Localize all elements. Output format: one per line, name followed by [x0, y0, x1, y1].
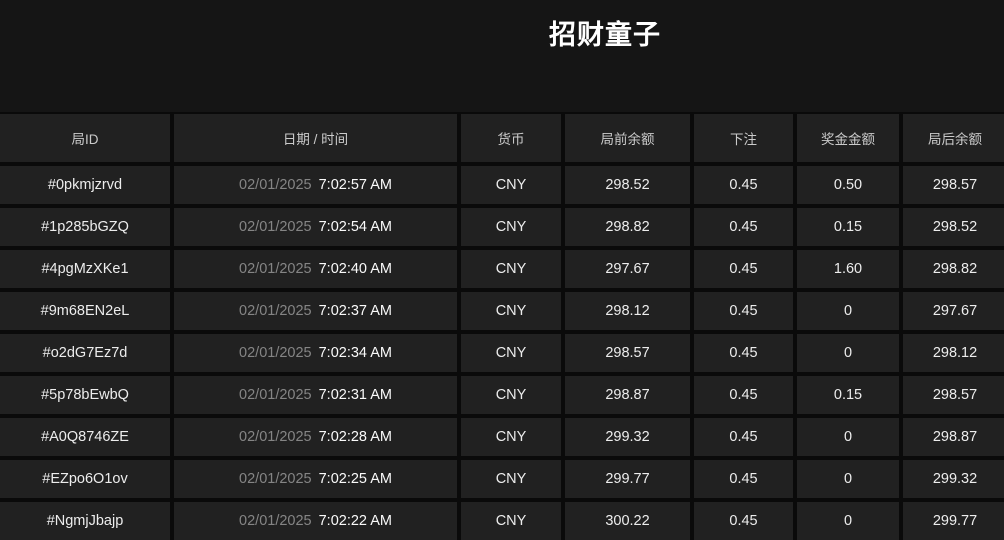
- cell-time: 7:02:40 AM: [318, 261, 392, 277]
- cell-currency: CNY: [461, 418, 561, 456]
- cell-round_id: #A0Q8746ZE: [0, 418, 170, 456]
- cell-currency: CNY: [461, 376, 561, 414]
- cell-round_id: #4pgMzXKe1: [0, 250, 170, 288]
- cell-balance_before: 299.77: [565, 460, 690, 498]
- cell-balance_before: 300.22: [565, 502, 690, 540]
- cell-time: 7:02:54 AM: [318, 219, 392, 235]
- cell-date: 02/01/2025: [239, 261, 312, 277]
- cell-date: 02/01/2025: [239, 177, 312, 193]
- cell-balance_after: 298.82: [903, 250, 1004, 288]
- cell-balance_after: 298.12: [903, 334, 1004, 372]
- cell-bet: 0.45: [694, 418, 793, 456]
- column-header-balance_before: 局前余额: [565, 114, 690, 162]
- cell-time: 7:02:34 AM: [318, 345, 392, 361]
- cell-balance_after: 298.87: [903, 418, 1004, 456]
- cell-datetime: 02/01/2025 7:02:25 AM: [174, 460, 457, 498]
- cell-bet: 0.45: [694, 250, 793, 288]
- cell-balance_before: 299.32: [565, 418, 690, 456]
- cell-time: 7:02:37 AM: [318, 303, 392, 319]
- cell-time: 7:02:22 AM: [318, 513, 392, 529]
- cell-balance_before: 298.52: [565, 166, 690, 204]
- cell-currency: CNY: [461, 502, 561, 540]
- cell-round_id: #1p285bGZQ: [0, 208, 170, 246]
- cell-datetime: 02/01/2025 7:02:54 AM: [174, 208, 457, 246]
- cell-time: 7:02:31 AM: [318, 387, 392, 403]
- cell-balance_before: 298.12: [565, 292, 690, 330]
- cell-date: 02/01/2025: [239, 387, 312, 403]
- cell-currency: CNY: [461, 292, 561, 330]
- cell-prize: 0: [797, 334, 899, 372]
- cell-datetime: 02/01/2025 7:02:37 AM: [174, 292, 457, 330]
- cell-date: 02/01/2025: [239, 303, 312, 319]
- column-header-bet: 下注: [694, 114, 793, 162]
- cell-date: 02/01/2025: [239, 429, 312, 445]
- cell-date: 02/01/2025: [239, 345, 312, 361]
- cell-round_id: #5p78bEwbQ: [0, 376, 170, 414]
- cell-balance_after: 298.57: [903, 376, 1004, 414]
- cell-balance_after: 297.67: [903, 292, 1004, 330]
- cell-round_id: #EZpo6O1ov: [0, 460, 170, 498]
- cell-date: 02/01/2025: [239, 513, 312, 529]
- cell-prize: 0.50: [797, 166, 899, 204]
- column-header-prize: 奖金金额: [797, 114, 899, 162]
- cell-time: 7:02:25 AM: [318, 471, 392, 487]
- cell-prize: 0: [797, 292, 899, 330]
- cell-bet: 0.45: [694, 502, 793, 540]
- cell-balance_before: 298.87: [565, 376, 690, 414]
- cell-prize: 1.60: [797, 250, 899, 288]
- cell-datetime: 02/01/2025 7:02:34 AM: [174, 334, 457, 372]
- cell-balance_after: 299.77: [903, 502, 1004, 540]
- cell-prize: 0.15: [797, 376, 899, 414]
- cell-balance_before: 298.57: [565, 334, 690, 372]
- column-header-datetime: 日期 / 时间: [174, 114, 457, 162]
- cell-currency: CNY: [461, 208, 561, 246]
- cell-balance_before: 298.82: [565, 208, 690, 246]
- cell-datetime: 02/01/2025 7:02:40 AM: [174, 250, 457, 288]
- cell-balance_after: 299.32: [903, 460, 1004, 498]
- cell-datetime: 02/01/2025 7:02:31 AM: [174, 376, 457, 414]
- cell-bet: 0.45: [694, 292, 793, 330]
- cell-bet: 0.45: [694, 166, 793, 204]
- cell-balance_after: 298.52: [903, 208, 1004, 246]
- cell-bet: 0.45: [694, 460, 793, 498]
- cell-balance_before: 297.67: [565, 250, 690, 288]
- history-table[interactable]: 局ID 日期 / 时间 货币 局前余额 下注 奖金金额 局后余额 #0pkmjzrvd 02/0…: [0, 112, 1004, 540]
- column-header-balance_after: 局后余额: [903, 114, 1004, 162]
- cell-prize: 0: [797, 502, 899, 540]
- cell-prize: 0: [797, 418, 899, 456]
- column-header-currency: 货币: [461, 114, 561, 162]
- cell-time: 7:02:28 AM: [318, 429, 392, 445]
- cell-currency: CNY: [461, 250, 561, 288]
- cell-bet: 0.45: [694, 376, 793, 414]
- cell-prize: 0.15: [797, 208, 899, 246]
- cell-datetime: 02/01/2025 7:02:57 AM: [174, 166, 457, 204]
- cell-round_id: #o2dG7Ez7d: [0, 334, 170, 372]
- cell-date: 02/01/2025: [239, 471, 312, 487]
- cell-prize: 0: [797, 460, 899, 498]
- cell-currency: CNY: [461, 166, 561, 204]
- cell-datetime: 02/01/2025 7:02:22 AM: [174, 502, 457, 540]
- cell-date: 02/01/2025: [239, 219, 312, 235]
- column-header-round_id: 局ID: [0, 114, 170, 162]
- cell-round_id: #NgmjJbajp: [0, 502, 170, 540]
- cell-currency: CNY: [461, 460, 561, 498]
- cell-time: 7:02:57 AM: [318, 177, 392, 193]
- cell-bet: 0.45: [694, 334, 793, 372]
- cell-datetime: 02/01/2025 7:02:28 AM: [174, 418, 457, 456]
- cell-balance_after: 298.57: [903, 166, 1004, 204]
- page-title: 招财童子: [549, 20, 661, 50]
- cell-round_id: #9m68EN2eL: [0, 292, 170, 330]
- cell-bet: 0.45: [694, 208, 793, 246]
- cell-round_id: #0pkmjzrvd: [0, 166, 170, 204]
- cell-currency: CNY: [461, 334, 561, 372]
